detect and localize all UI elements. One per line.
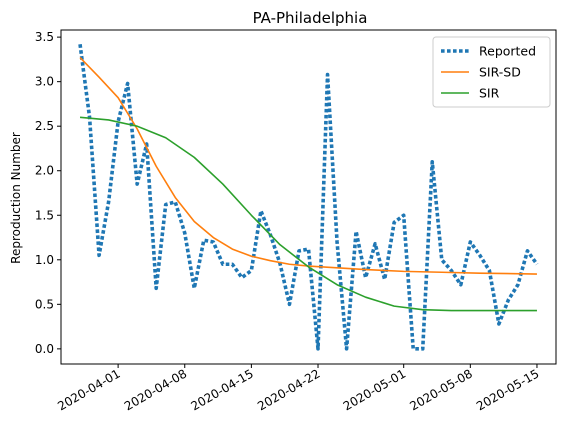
y-tick-label: 3.5: [35, 30, 54, 44]
x-tick-label: 2020-05-15: [474, 366, 541, 413]
x-tick-label: 2020-04-08: [122, 366, 189, 413]
series-layer: [78, 44, 539, 351]
legend-label-sir: SIR: [479, 86, 500, 101]
x-tick-label: 2020-05-01: [341, 366, 408, 413]
series-line-sir-sd: [79, 57, 537, 275]
y-tick-label: 2.0: [35, 164, 54, 178]
y-tick-label: 2.5: [35, 119, 54, 133]
y-tick-label: 1.0: [35, 253, 54, 267]
legend: Reported SIR-SD SIR: [432, 36, 551, 108]
y-tick-label: 0.5: [35, 297, 54, 311]
x-tick-label: 2020-04-22: [255, 366, 322, 413]
legend-label-sir-sd: SIR-SD: [479, 65, 521, 80]
legend-box: [432, 36, 551, 108]
y-tick-label: 0.0: [35, 342, 54, 356]
legend-label-reported: Reported: [479, 44, 536, 59]
plot-frame: [60, 29, 557, 365]
y-axis-label: Reproduction Number: [9, 132, 23, 264]
series-line-sir: [79, 116, 537, 312]
x-tick-label: 2020-04-01: [55, 366, 122, 413]
x-tick-label: 2020-04-15: [188, 366, 255, 413]
chart-title: PA-Philadelphia: [253, 9, 368, 27]
series-line-reported: [78, 44, 539, 351]
y-tick-label: 1.5: [35, 208, 54, 222]
y-tick-label: 3.0: [35, 75, 54, 89]
x-tick-label: 2020-05-08: [407, 366, 474, 413]
